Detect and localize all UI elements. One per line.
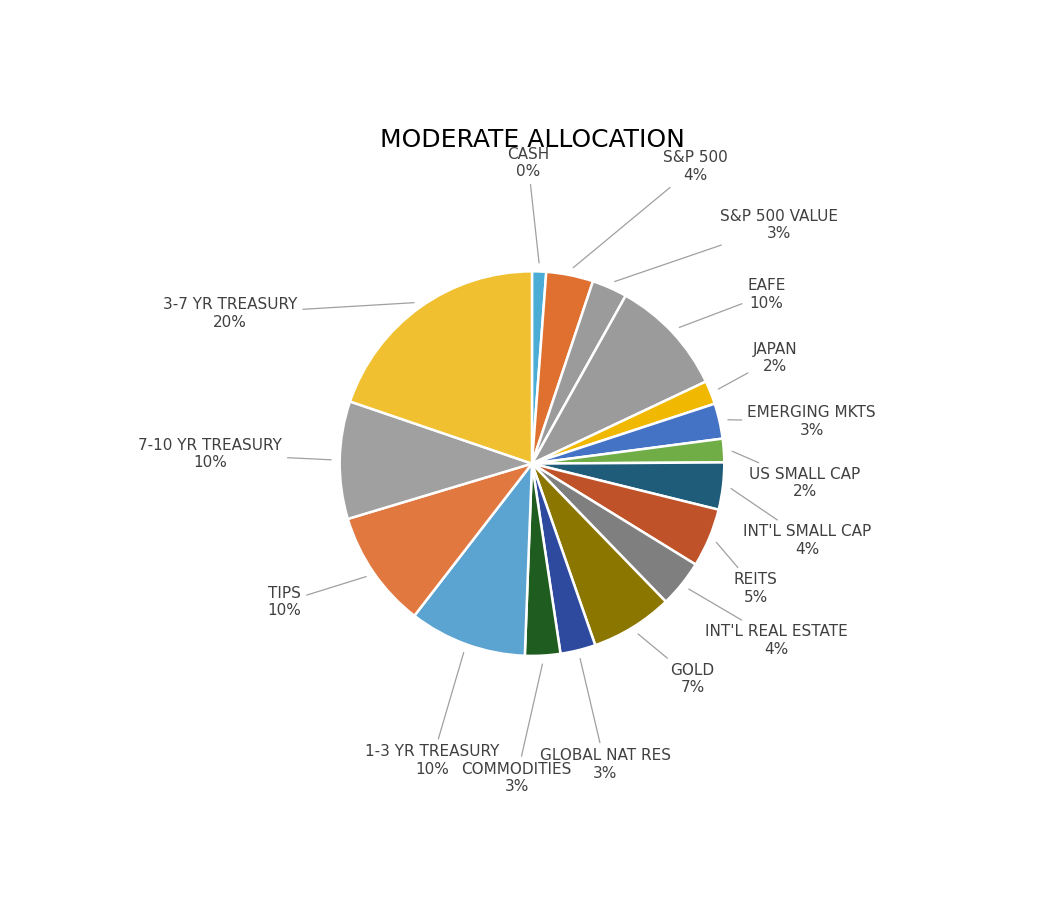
Text: REITS
5%: REITS 5% — [716, 542, 777, 605]
Text: EAFE
10%: EAFE 10% — [679, 278, 786, 327]
Wedge shape — [531, 381, 715, 464]
Text: INT'L SMALL CAP
4%: INT'L SMALL CAP 4% — [731, 488, 872, 556]
Text: CASH
0%: CASH 0% — [507, 147, 549, 263]
Text: COMMODITIES
3%: COMMODITIES 3% — [462, 664, 572, 794]
Wedge shape — [531, 464, 595, 654]
Wedge shape — [525, 464, 561, 656]
Text: MODERATE ALLOCATION: MODERATE ALLOCATION — [380, 128, 684, 152]
Text: S&P 500
4%: S&P 500 4% — [573, 150, 728, 268]
Wedge shape — [348, 464, 531, 616]
Wedge shape — [531, 464, 695, 601]
Text: S&P 500 VALUE
3%: S&P 500 VALUE 3% — [614, 209, 839, 281]
Text: US SMALL CAP
2%: US SMALL CAP 2% — [732, 451, 861, 499]
Wedge shape — [339, 402, 531, 519]
Wedge shape — [531, 296, 706, 464]
Wedge shape — [414, 464, 531, 655]
Text: 3-7 YR TREASURY
20%: 3-7 YR TREASURY 20% — [163, 298, 414, 330]
Wedge shape — [531, 281, 626, 464]
Text: GOLD
7%: GOLD 7% — [638, 634, 714, 695]
Wedge shape — [531, 404, 722, 464]
Text: 7-10 YR TREASURY
10%: 7-10 YR TREASURY 10% — [138, 438, 331, 470]
Wedge shape — [531, 271, 546, 464]
Text: JAPAN
2%: JAPAN 2% — [718, 342, 798, 389]
Text: TIPS
10%: TIPS 10% — [268, 576, 366, 619]
Wedge shape — [531, 464, 665, 645]
Text: EMERGING MKTS
3%: EMERGING MKTS 3% — [728, 405, 876, 438]
Text: 1-3 YR TREASURY
10%: 1-3 YR TREASURY 10% — [364, 653, 499, 777]
Text: INT'L REAL ESTATE
4%: INT'L REAL ESTATE 4% — [689, 589, 848, 656]
Text: GLOBAL NAT RES
3%: GLOBAL NAT RES 3% — [540, 659, 671, 780]
Wedge shape — [350, 271, 532, 464]
Wedge shape — [531, 439, 725, 464]
Wedge shape — [531, 464, 718, 565]
Wedge shape — [531, 271, 593, 464]
Wedge shape — [531, 462, 725, 510]
